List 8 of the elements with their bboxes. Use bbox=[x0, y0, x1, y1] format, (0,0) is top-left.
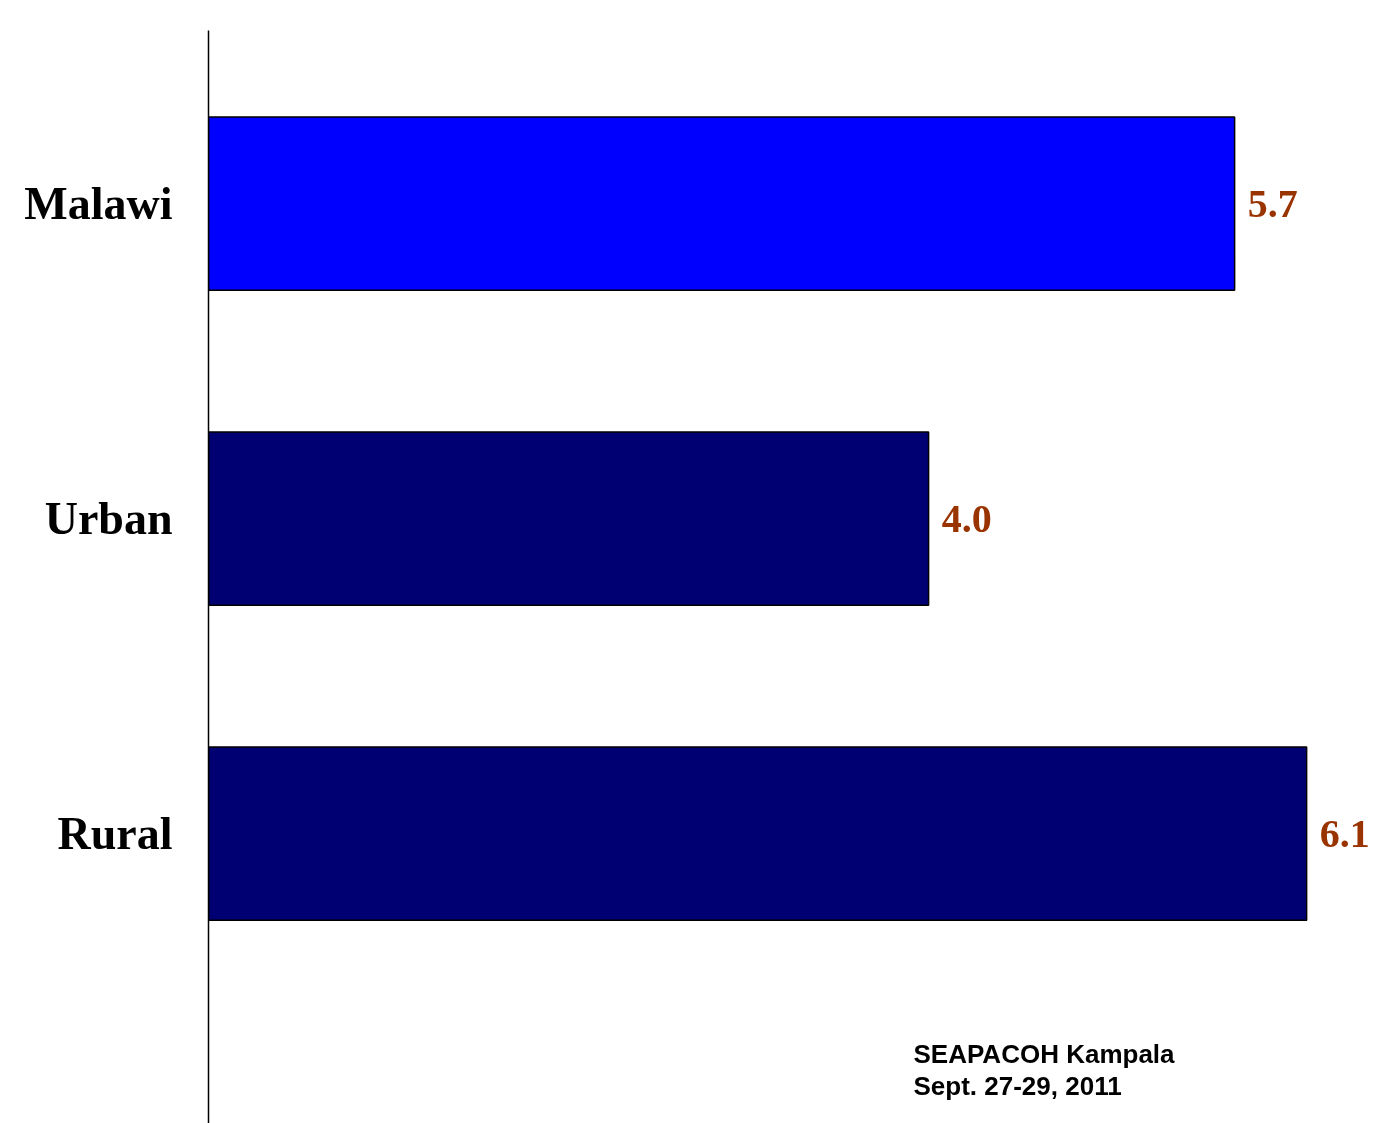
y-tick-label: Malawi bbox=[24, 178, 173, 230]
y-tick-label: Rural bbox=[57, 808, 173, 860]
data-label: 4.0 bbox=[941, 495, 992, 541]
data-label: 6.1 bbox=[1319, 810, 1370, 856]
y-tick-label: Urban bbox=[44, 493, 173, 545]
annotation: Sept. 27-29, 2011 bbox=[913, 1070, 1122, 1101]
annotation: SEAPACOH Kampala bbox=[913, 1039, 1176, 1070]
data-label: 5.7 bbox=[1247, 180, 1298, 226]
